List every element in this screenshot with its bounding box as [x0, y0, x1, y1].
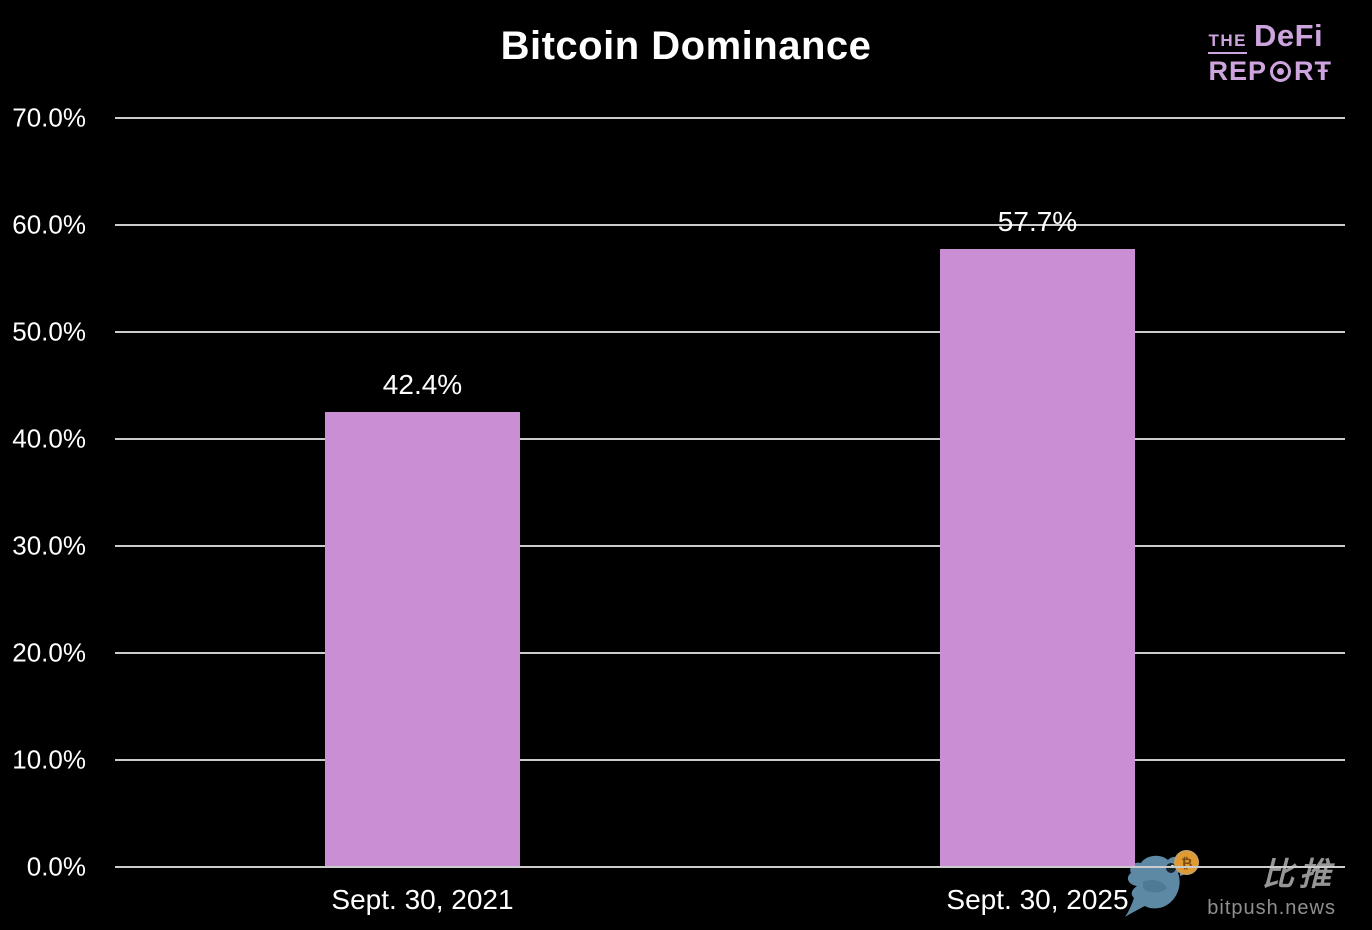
- gridline: [115, 224, 1345, 226]
- y-tick-label: 10.0%: [12, 744, 86, 775]
- bitcoin-symbol: ₿: [1181, 854, 1193, 871]
- gridline: [115, 759, 1345, 762]
- x-axis-labels: Sept. 30, 2021 Sept. 30, 2025: [115, 884, 1345, 924]
- bullseye-o-icon: [1270, 61, 1291, 82]
- bar-2: [940, 248, 1135, 866]
- gridline: [115, 545, 1345, 547]
- gridline: [115, 117, 1345, 119]
- x-tick-label: Sept. 30, 2021: [331, 884, 514, 915]
- bar-1: [325, 412, 520, 866]
- defi-report-logo: THE DeFi REP RŦ: [1208, 20, 1332, 85]
- bullseye-dot: [1277, 68, 1284, 75]
- gridline: [115, 438, 1345, 441]
- y-tick-label: 0.0%: [26, 851, 86, 882]
- bitpush-watermark: ₿ 比推 bitpush.news: [1123, 850, 1336, 918]
- y-tick-label: 20.0%: [12, 637, 86, 668]
- bar-value-label: 57.7%: [997, 205, 1078, 237]
- bitcoin-coin-icon: ₿: [1174, 850, 1200, 875]
- gridline: [115, 331, 1345, 333]
- bar-value-label: 42.4%: [382, 369, 463, 401]
- y-tick-label: 30.0%: [12, 530, 86, 561]
- plot-area: 42.4% 57.7%: [115, 117, 1345, 868]
- bitpush-cn-label: 比推: [1261, 856, 1336, 892]
- logo-the: THE: [1208, 32, 1247, 54]
- gridline: [115, 866, 1345, 868]
- logo-line1: THE DeFi: [1208, 20, 1332, 54]
- y-tick-label: 70.0%: [12, 102, 86, 133]
- y-tick-label: 60.0%: [12, 209, 86, 240]
- gridline: [115, 652, 1345, 655]
- chart-title: Bitcoin Dominance: [500, 24, 872, 68]
- y-tick-label: 50.0%: [12, 316, 86, 347]
- logo-report-post: RŦ: [1294, 56, 1332, 86]
- logo-report-pre: REP: [1208, 56, 1267, 86]
- bitpush-bird-wrap: ₿: [1123, 850, 1201, 918]
- bitpush-text: 比推 bitpush.news: [1207, 852, 1336, 918]
- bitpush-site-label: bitpush.news: [1207, 897, 1336, 919]
- logo-line2: REP RŦ: [1208, 58, 1332, 85]
- x-tick-label: Sept. 30, 2025: [946, 884, 1129, 915]
- y-axis-labels: 0.0% 10.0% 20.0% 30.0% 40.0% 50.0% 60.0% 70.0%: [0, 103, 100, 882]
- logo-defi: DeFi: [1253, 18, 1324, 53]
- y-tick-label: 40.0%: [12, 423, 86, 454]
